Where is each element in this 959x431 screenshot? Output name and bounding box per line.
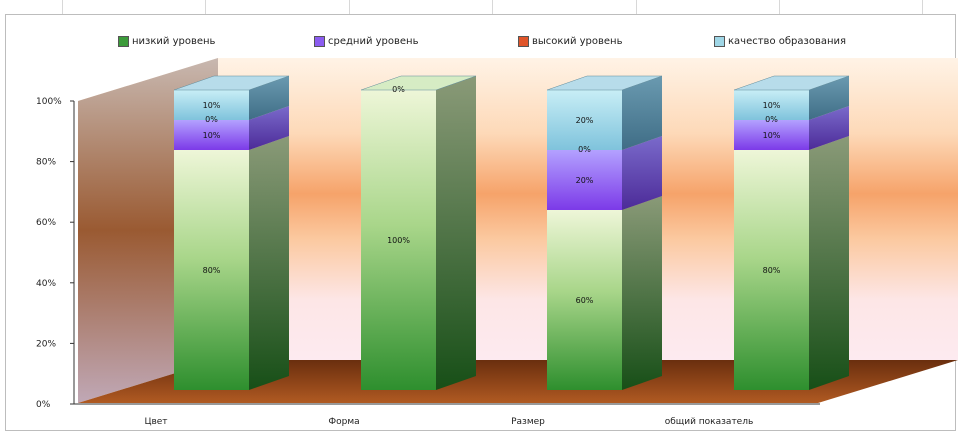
bar-segment-side	[809, 106, 849, 150]
y-tick-label: 20%	[36, 339, 56, 349]
legend-label: средний уровень	[328, 36, 419, 47]
bar-segment-side	[622, 196, 662, 390]
legend-item: качество образования	[714, 36, 846, 47]
bar-segment	[547, 150, 622, 210]
bar-top-face	[173, 75, 290, 91]
y-tick-label: 80%	[36, 158, 56, 168]
legend-swatch	[518, 36, 529, 47]
bar-segment	[734, 120, 809, 150]
y-tick-label: 40%	[36, 279, 56, 289]
bar-segment-side	[436, 76, 476, 390]
legend-swatch	[714, 36, 725, 47]
bar-segment	[547, 90, 622, 150]
bar-segment-side	[622, 136, 662, 210]
legend-label: высокий уровень	[532, 36, 623, 47]
data-label: 0%	[765, 115, 778, 124]
bar-segment-side	[249, 106, 289, 150]
data-label: 20%	[576, 116, 594, 125]
bar-segment-side	[809, 76, 849, 120]
bar-segment-side	[249, 76, 289, 120]
data-label: 0%	[205, 115, 218, 124]
data-label: 100%	[387, 236, 410, 245]
bar-segment	[174, 150, 249, 390]
data-label: 20%	[576, 176, 594, 185]
data-label: 80%	[763, 266, 781, 275]
data-label: 0%	[392, 85, 405, 94]
bar-top-face	[546, 75, 663, 91]
x-tick-label: Форма	[328, 417, 359, 427]
bar-top-face	[733, 75, 850, 91]
data-label: 60%	[576, 296, 594, 305]
data-label: 80%	[203, 266, 221, 275]
x-tick-label: Цвет	[144, 417, 167, 427]
data-label: 0%	[578, 145, 591, 154]
bar-top-face	[360, 75, 477, 91]
bar-segment	[734, 90, 809, 120]
y-tick-label: 100%	[36, 97, 62, 107]
bars-group: 80% 10% 0% 10% 100% 0% 60% 20% 0% 20% 80% 10% 0% 10%	[173, 75, 850, 390]
y-tick-label: 60%	[36, 218, 56, 228]
data-label: 10%	[203, 101, 221, 110]
bar-segment	[734, 150, 809, 390]
legend-label: низкий уровень	[132, 36, 216, 47]
bar-segment-side	[249, 136, 289, 390]
bar-segment-side	[809, 136, 849, 390]
x-tick-label: общий показатель	[665, 417, 754, 427]
bar-segment	[361, 90, 436, 390]
y-tick-label: 0%	[36, 400, 51, 410]
y-axis-ticks: 0% 20% 40% 60% 80% 100%	[36, 97, 74, 410]
legend-swatch	[118, 36, 129, 47]
bar-segment	[547, 210, 622, 390]
legend-label: качество образования	[728, 36, 847, 47]
data-label: 10%	[203, 131, 221, 140]
chart-legend: низкий уровень средний уровень высокий у…	[118, 36, 918, 54]
bar-segment	[174, 120, 249, 150]
legend-item: средний уровень	[314, 36, 419, 47]
bar-segment-side	[622, 76, 662, 150]
data-label: 10%	[763, 101, 781, 110]
legend-item: низкий уровень	[118, 36, 215, 47]
data-label: 10%	[763, 131, 781, 140]
x-tick-label: Размер	[511, 417, 545, 427]
x-axis-labels: Цвет Форма Размер общий показатель	[144, 417, 753, 427]
legend-item: высокий уровень	[518, 36, 622, 47]
legend-swatch	[314, 36, 325, 47]
bar-segment	[174, 90, 249, 120]
